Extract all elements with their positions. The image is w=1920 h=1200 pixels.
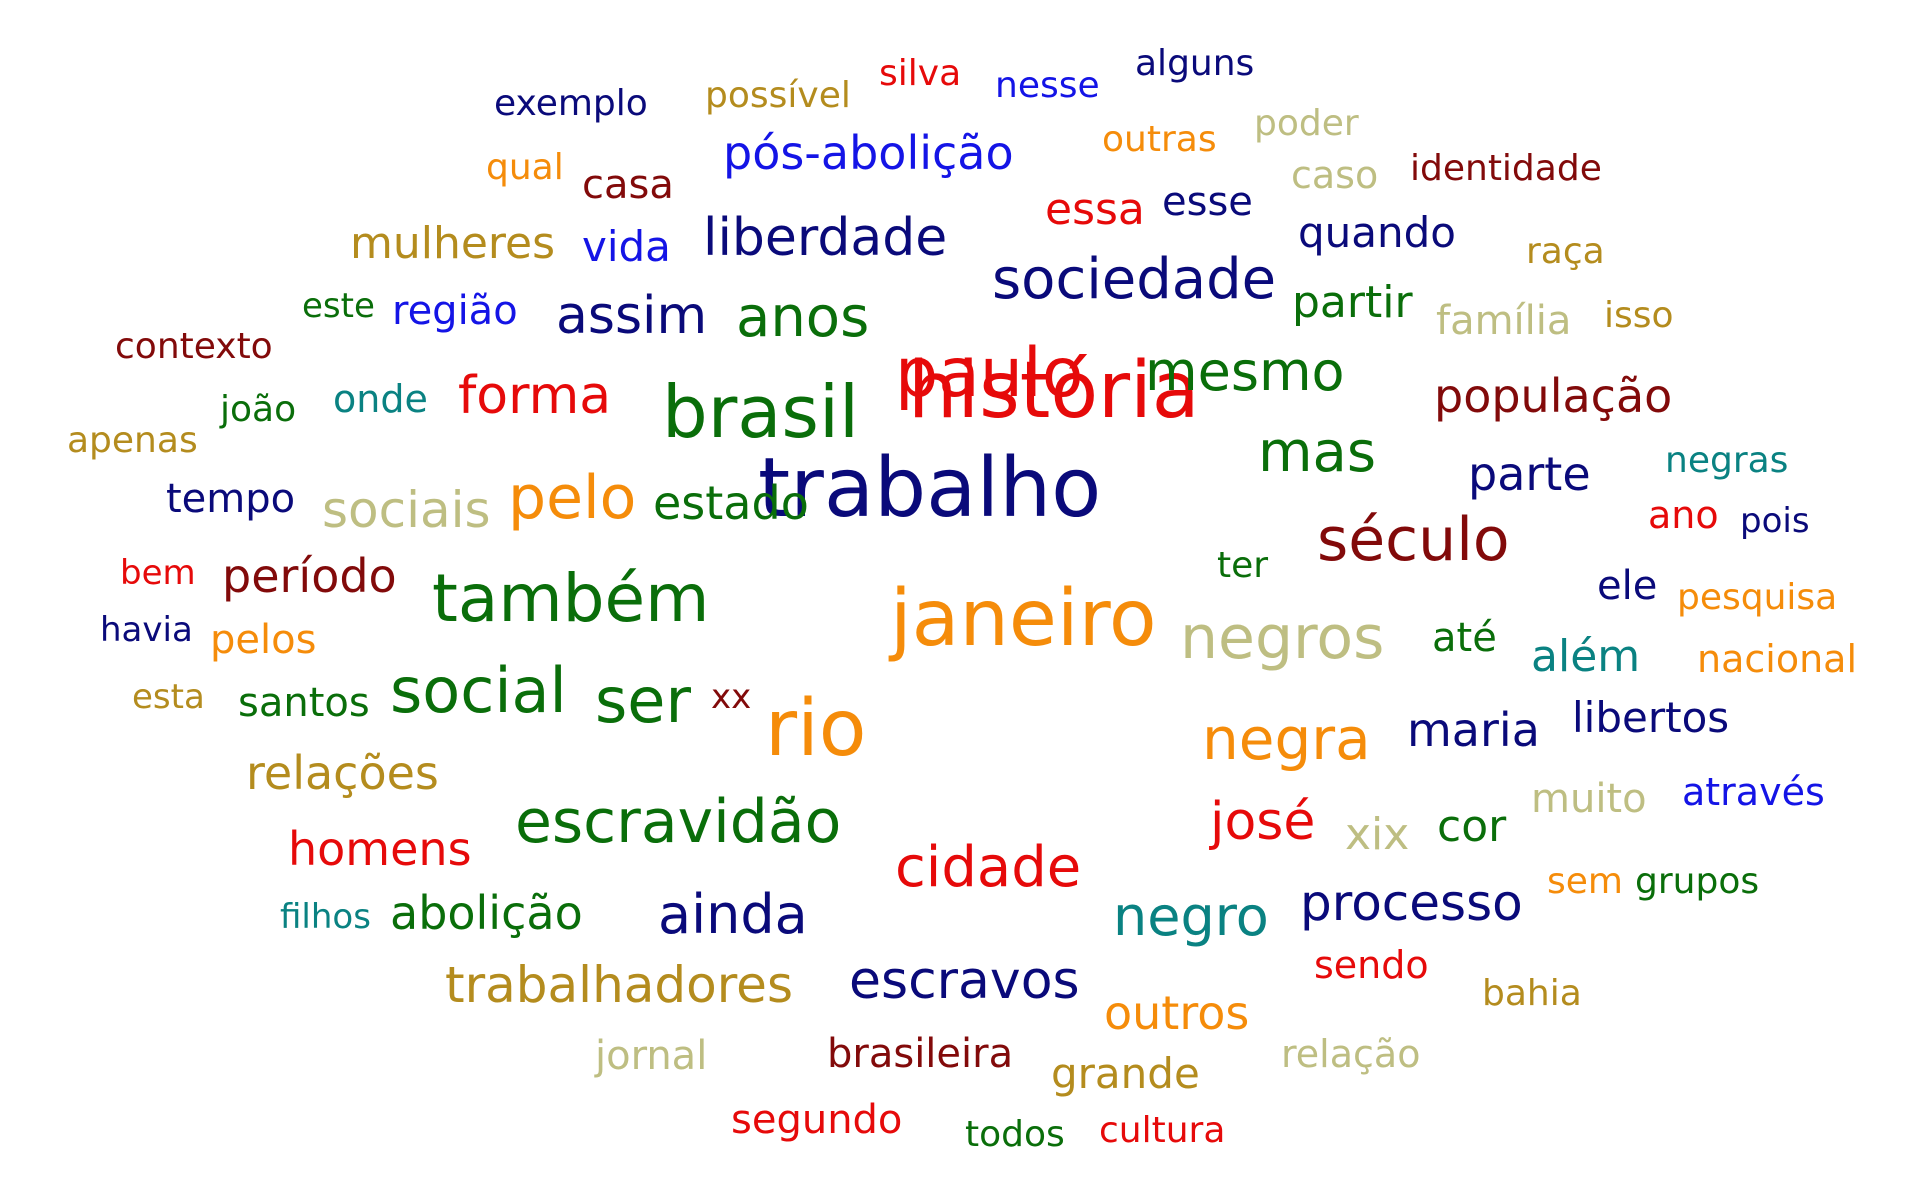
word-santos: santos [238,680,370,726]
word-negra: negra [1202,705,1371,773]
word-exemplo: exemplo [494,83,648,124]
word-família: família [1436,298,1572,344]
word-tempo: tempo [166,476,296,522]
word-trabalho: trabalho [758,441,1102,536]
word-grupos: grupos [1635,861,1760,902]
word-outras: outras [1102,119,1217,160]
word-qual: qual [486,147,564,188]
word-nacional: nacional [1697,637,1857,681]
word-estado: estado [653,476,809,530]
word-ser: ser [595,664,691,737]
word-muito: muito [1531,776,1647,822]
word-relação: relação [1281,1032,1421,1076]
word-partir: partir [1292,277,1413,328]
word-mesmo: mesmo [1145,340,1345,403]
word-janeiro: janeiro [890,574,1157,664]
word-brasileira: brasileira [827,1031,1014,1077]
word-trabalhadores: trabalhadores [445,956,793,1014]
word-casa: casa [582,162,674,208]
word-relações: relações [246,746,439,800]
word-ano: ano [1648,493,1719,537]
word-esse: esse [1162,179,1253,225]
word-pois: pois [1740,501,1810,541]
word-filhos: filhos [280,897,371,937]
word-brasil: brasil [662,370,859,454]
word-poder: poder [1254,103,1359,144]
word-joão: joão [220,389,297,430]
word-abolição: abolição [390,886,583,940]
word-século: século [1317,505,1510,575]
word-quando: quando [1298,208,1456,257]
word-bahia: bahia [1482,973,1582,1014]
word-mas: mas [1258,420,1377,485]
word-ele: ele [1597,563,1658,609]
word-além: além [1531,631,1641,682]
word-negros: negros [1180,603,1385,673]
word-pelo: pelo [508,463,637,533]
word-libertos: libertos [1572,693,1730,742]
word-até: até [1432,615,1497,661]
word-através: através [1682,770,1825,814]
word-cor: cor [1437,801,1507,852]
word-isso: isso [1604,295,1674,336]
word-ainda: ainda [658,883,808,946]
word-josé: josé [1210,792,1316,852]
word-cidade: cidade [895,835,1082,900]
word-assim: assim [556,286,708,346]
word-xix: xix [1345,809,1410,860]
word-nesse: nesse [995,65,1100,106]
word-ter: ter [1217,545,1269,586]
word-sociais: sociais [322,481,491,539]
word-forma: forma [458,366,612,426]
word-pesquisa: pesquisa [1677,577,1838,618]
word-liberdade: liberdade [703,208,948,268]
word-pós-abolição: pós-abolição [723,126,1014,180]
word-história: história [908,346,1200,436]
word-raça: raça [1526,231,1605,272]
word-negro: negro [1113,885,1269,948]
word-escravos: escravos [849,951,1080,1011]
word-jornal: jornal [595,1033,708,1079]
word-processo: processo [1300,874,1523,932]
word-este: este [302,286,375,326]
word-grande: grande [1051,1049,1200,1098]
word-sem: sem [1547,861,1623,902]
word-onde: onde [333,377,428,421]
word-anos: anos [736,285,870,350]
word-sendo: sendo [1314,943,1429,987]
word-esta: esta [132,677,205,717]
word-escravidão: escravidão [515,787,842,857]
word-apenas: apenas [67,420,198,461]
word-paulo: paulo [895,334,1084,413]
word-todos: todos [965,1114,1065,1155]
word-também: também [432,560,710,637]
word-havia: havia [100,610,193,650]
word-silva: silva [879,53,962,94]
word-mulheres: mulheres [350,218,556,269]
word-parte: parte [1468,447,1591,501]
word-pelos: pelos [210,617,317,663]
word-contexto: contexto [115,326,273,367]
word-segundo: segundo [731,1097,903,1143]
word-social: social [390,654,567,727]
word-possível: possível [705,75,851,116]
word-negras: negras [1665,440,1789,481]
word-rio: rio [765,684,867,774]
word-xx: xx [711,677,752,717]
word-maria: maria [1407,703,1540,757]
word-cultura: cultura [1099,1110,1226,1151]
word-outros: outros [1104,986,1250,1040]
word-homens: homens [288,822,472,876]
word-sociedade: sociedade [992,247,1277,312]
word-identidade: identidade [1410,148,1602,189]
word-essa: essa [1045,184,1145,235]
word-bem: bem [120,553,196,593]
word-região: região [392,288,518,334]
word-caso: caso [1291,153,1379,197]
word-vida: vida [582,222,671,271]
word-período: período [222,549,397,603]
word-alguns: alguns [1135,43,1255,84]
word-população: população [1434,369,1673,423]
